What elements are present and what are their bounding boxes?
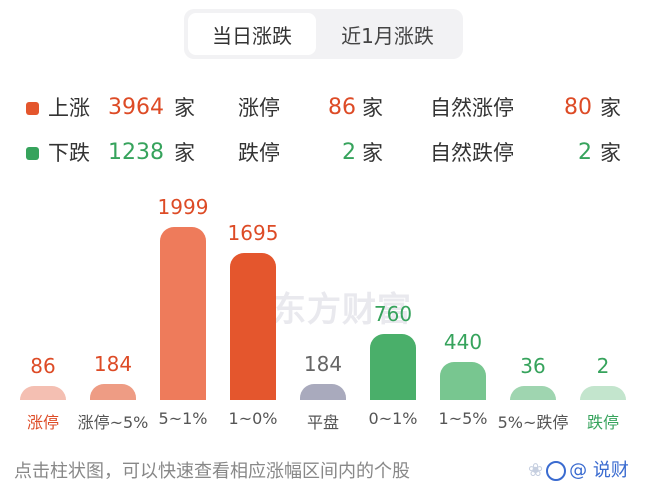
- bar-value-label: 440: [443, 330, 483, 354]
- up-legend-icon: [26, 102, 39, 115]
- bar[interactable]: [300, 384, 346, 400]
- up-unit: 家: [174, 96, 195, 120]
- bar-value-label: 36: [520, 354, 546, 378]
- bar-category-label: 平盘: [306, 413, 339, 432]
- bar-value-label: 760: [373, 302, 413, 326]
- bar-category-label: 5~1%: [158, 409, 208, 428]
- bar-category-label: 涨停~5%: [77, 413, 149, 432]
- bar-category-label: 5%~跌停: [497, 413, 569, 432]
- bar-value-label: 184: [93, 352, 133, 376]
- bar[interactable]: [160, 227, 206, 400]
- bar[interactable]: [580, 386, 626, 400]
- natural-limit-down-count: 2: [578, 140, 592, 165]
- bar[interactable]: [440, 362, 486, 400]
- period-toggle: 当日涨跌 近1月涨跌: [184, 9, 463, 59]
- natural-limit-down-label: 自然跌停: [430, 141, 514, 165]
- bar-category-label: 1~5%: [438, 409, 488, 428]
- bar-value-label: 1999: [157, 195, 209, 219]
- bar-value-label: 1695: [227, 221, 279, 245]
- bar-value-label: 2: [596, 354, 610, 378]
- logo-icon: [546, 461, 567, 481]
- source-watermark: ❀ @ 说财: [528, 460, 629, 481]
- bar-category-label: 0~1%: [368, 409, 418, 428]
- distribution-bar-chart: 86 涨停 184 涨停~5% 1999 5~1% 1695 1~0% 184 平盘 760 0~1%…: [20, 195, 626, 432]
- limit-down-count: 2: [342, 140, 356, 165]
- bar-value-label: 184: [303, 352, 343, 376]
- bar[interactable]: [510, 386, 556, 400]
- bar-category-label: 1~0%: [228, 409, 278, 428]
- stats-row-up: 上涨 3964 家 涨停 86 家 自然涨停 80 家: [0, 88, 647, 128]
- limit-down-unit: 家: [362, 141, 383, 165]
- brand-watermark: 东方财富: [272, 290, 412, 330]
- natural-limit-up-unit: 家: [600, 96, 621, 120]
- chart-hint: 点击柱状图，可以快速查看相应涨幅区间内的个股: [14, 461, 410, 482]
- natural-limit-up-count: 80: [564, 95, 592, 120]
- tab-today[interactable]: 当日涨跌: [188, 13, 316, 55]
- bar[interactable]: [90, 384, 136, 400]
- down-count: 1238: [108, 140, 164, 165]
- limit-up-count: 86: [328, 95, 356, 120]
- bar-category-label: 涨停: [26, 413, 59, 432]
- down-unit: 家: [174, 141, 195, 165]
- bar[interactable]: [230, 253, 276, 400]
- bar-value-label: 86: [30, 354, 56, 378]
- tab-one-month[interactable]: 近1月涨跌: [341, 23, 434, 48]
- bar-category-label: 跌停: [586, 413, 619, 432]
- up-count: 3964: [108, 95, 164, 120]
- up-label: 上涨: [48, 96, 90, 120]
- natural-limit-down-unit: 家: [600, 141, 621, 165]
- bar[interactable]: [370, 334, 416, 400]
- limit-up-label: 涨停: [238, 96, 280, 120]
- paw-icon: ❀: [528, 460, 544, 481]
- limit-up-unit: 家: [362, 96, 383, 120]
- down-label: 下跌: [48, 141, 90, 165]
- down-legend-icon: [26, 147, 39, 160]
- limit-down-label: 跌停: [238, 141, 280, 165]
- bar[interactable]: [20, 386, 66, 400]
- stats-row-down: 下跌 1238 家 跌停 2 家 自然跌停 2 家: [0, 133, 647, 173]
- natural-limit-up-label: 自然涨停: [430, 96, 514, 120]
